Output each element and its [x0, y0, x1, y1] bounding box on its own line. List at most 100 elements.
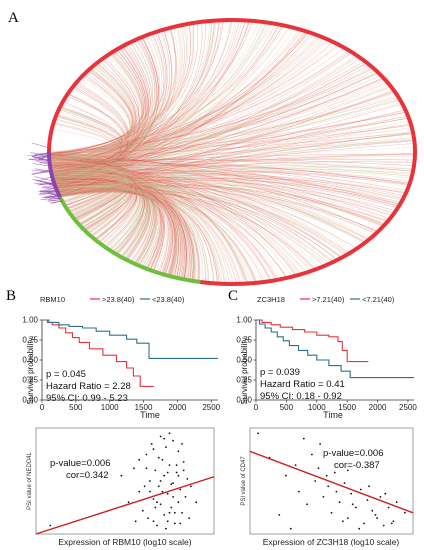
scatter-point — [342, 520, 344, 523]
circos-link — [55, 62, 367, 188]
scatter-point — [157, 485, 160, 488]
km-y-tick-label: 0.00 — [22, 396, 38, 405]
circos-link — [51, 99, 401, 177]
km-b-p-value: p = 0.045 — [46, 369, 86, 380]
scatter-point — [152, 448, 155, 451]
scatter-point — [143, 485, 146, 488]
scatter-point — [392, 520, 395, 523]
circos-network-plot — [27, 18, 417, 287]
km-plot-b: RBM10 >23.8(40) <23.8(40) Survival proba… — [22, 295, 220, 420]
circos-hub-mark — [44, 196, 62, 200]
circos-link — [56, 178, 126, 202]
scatter-point — [257, 432, 259, 435]
scatter-point — [366, 499, 369, 501]
circos-link — [54, 21, 264, 186]
scatter-point — [149, 480, 151, 482]
km-y-tick-label: 0.75 — [236, 336, 252, 345]
scatter-point — [289, 527, 292, 530]
km-x-tick-label: 2500 — [399, 403, 417, 412]
scatter-point — [138, 458, 141, 461]
scatter-point — [172, 439, 175, 442]
km-series-low — [256, 319, 414, 379]
km-x-tick-label: 1000 — [101, 403, 119, 412]
scatter-point — [319, 443, 321, 445]
circos-link — [50, 169, 350, 254]
circos-hub-mark — [49, 196, 61, 199]
circos-link — [55, 29, 172, 189]
scatter-point — [335, 490, 338, 493]
circos-link — [52, 174, 127, 216]
circos-link — [59, 86, 392, 196]
km-c-p-value: p = 0.039 — [260, 367, 300, 378]
km-c-legend-low: <7.21(40) — [362, 295, 395, 304]
scatter-point — [141, 509, 144, 512]
scatter-point — [317, 467, 320, 470]
km-y-tick-label: 1.00 — [236, 316, 252, 325]
circos-link — [51, 72, 379, 174]
scatter-point — [363, 522, 365, 525]
scatter-point — [325, 474, 328, 477]
scatter-plot-b: PSI value of NEDD4L Expression of RBM10 … — [27, 427, 215, 547]
circos-link — [50, 27, 176, 168]
km-y-tick-label: 0.25 — [236, 376, 252, 385]
scatter-point — [152, 520, 155, 523]
scatter-c-frame — [249, 427, 414, 535]
circos-link — [55, 179, 396, 212]
circos-hub-mark — [39, 189, 57, 195]
circos-link — [48, 36, 321, 155]
circos-link — [48, 32, 166, 155]
scatter-point — [161, 458, 164, 461]
circos-link — [49, 22, 195, 158]
scatter-point — [173, 511, 176, 514]
circos-link — [55, 31, 309, 187]
scatter-point — [181, 443, 183, 445]
scatter-point — [374, 514, 377, 516]
scatter-point — [166, 520, 169, 523]
scatter-point — [120, 474, 123, 477]
scatter-b-ylabel: PSI value of NEDD4L — [27, 451, 33, 509]
km-y-tick-label: 0.00 — [236, 396, 252, 405]
scatter-point — [159, 480, 162, 482]
scatter-point — [165, 527, 167, 530]
circos-link — [49, 35, 319, 161]
circos-link — [48, 123, 411, 153]
scatter-point — [156, 501, 158, 504]
scatter-point — [343, 482, 346, 484]
scatter-fit-line — [249, 450, 414, 514]
scatter-point — [358, 527, 361, 530]
scatter-point — [152, 498, 155, 500]
scatter-point — [184, 496, 187, 498]
scatter-point — [168, 464, 171, 466]
km-y-tick-label: 1.00 — [22, 316, 38, 325]
circos-hub-mark — [40, 187, 56, 193]
scatter-point — [351, 503, 354, 506]
scatter-point — [285, 474, 287, 477]
circos-link — [49, 155, 246, 284]
km-x-tick-label: 0 — [254, 403, 259, 412]
circos-link — [49, 75, 382, 159]
circos-hub-mark — [40, 199, 63, 202]
circos-link — [49, 31, 168, 164]
circos-hub-mark — [32, 171, 52, 175]
scatter-point — [133, 467, 135, 470]
scatter-point — [172, 482, 175, 484]
scatter-point — [156, 524, 158, 527]
scatter-point — [179, 522, 182, 525]
scatter-point — [195, 501, 198, 504]
circos-link — [49, 156, 412, 177]
circos-hub-mark — [34, 176, 54, 182]
scatter-b-frame — [35, 427, 215, 535]
scatter-point — [186, 478, 189, 480]
scatter-point — [159, 503, 162, 506]
circos-hub-mark — [44, 182, 56, 188]
scatter-point — [166, 492, 169, 495]
scatter-c-cor: cor=-0.387 — [334, 460, 380, 471]
circos-link — [48, 40, 154, 155]
scatter-point — [163, 437, 166, 440]
scatter-point — [333, 471, 336, 474]
scatter-point — [166, 471, 169, 474]
circos-link — [49, 20, 215, 164]
scatter-point — [294, 464, 297, 466]
scatter-c-p-value: p-value=0.006 — [323, 448, 383, 459]
circos-link — [54, 20, 210, 184]
